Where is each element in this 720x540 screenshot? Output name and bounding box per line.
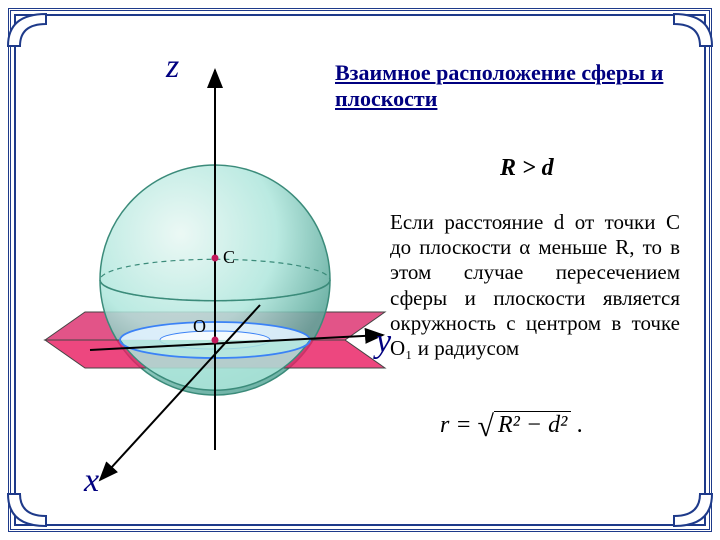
z-axis-label: z bbox=[166, 48, 179, 86]
formula-dot: . bbox=[577, 412, 583, 438]
inequality-condition: R > d bbox=[500, 155, 554, 182]
formula-radicand: R² − d² bbox=[494, 411, 571, 438]
y-axis-label: y bbox=[376, 323, 391, 361]
sphere-plane-diagram: CO bbox=[35, 50, 395, 510]
formula-lhs: r = bbox=[440, 412, 472, 438]
svg-text:C: C bbox=[223, 247, 235, 267]
radius-formula: r = √R² − d² . bbox=[440, 410, 583, 444]
explanation-text: Если расстояние d от точки C до плоскост… bbox=[390, 210, 680, 361]
corner-decoration-br bbox=[634, 454, 714, 534]
svg-text:O: O bbox=[193, 316, 206, 336]
x-axis-label: x bbox=[84, 462, 99, 500]
